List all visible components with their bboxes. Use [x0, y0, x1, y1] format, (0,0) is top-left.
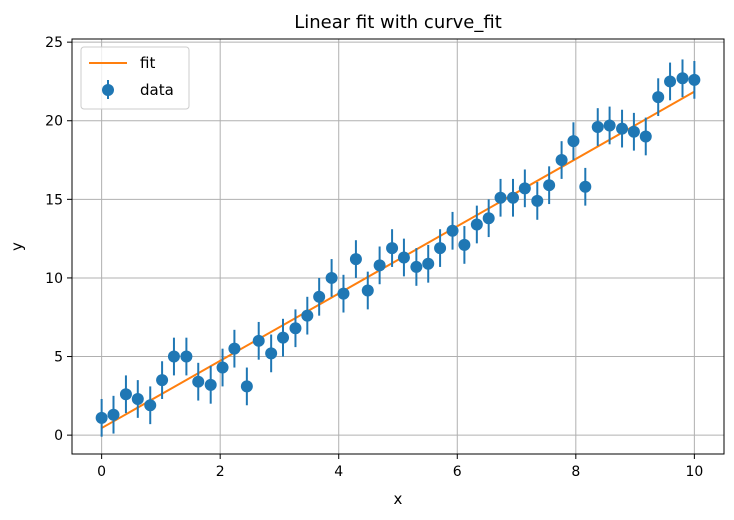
data-point — [167, 350, 180, 363]
y-tick-label: 10 — [45, 271, 63, 287]
data-point — [277, 331, 290, 344]
data-point — [252, 334, 265, 347]
data-point — [192, 375, 205, 388]
data-point — [289, 322, 302, 335]
legend: fit data — [80, 46, 190, 110]
data-point — [144, 399, 157, 412]
data-point — [180, 350, 193, 363]
x-tick-label: 8 — [571, 464, 580, 480]
data-point — [410, 260, 423, 273]
legend-data-label: data — [140, 81, 174, 99]
fit-series — [101, 90, 695, 429]
legend-fit-label: fit — [140, 54, 155, 72]
data-point — [107, 408, 120, 421]
data-point — [325, 271, 338, 284]
axis-ticks: 0 2 4 6 8 10 0 5 10 15 20 25 — [45, 35, 703, 480]
data-point — [567, 135, 580, 148]
data-point — [446, 224, 459, 237]
data-point — [216, 361, 229, 374]
data-point — [591, 121, 604, 134]
data-series — [95, 59, 701, 437]
data-point — [434, 242, 447, 255]
data-point — [627, 125, 640, 138]
y-tick-label: 15 — [45, 192, 63, 208]
data-point — [555, 154, 568, 167]
data-point — [301, 309, 314, 322]
data-point — [119, 388, 132, 401]
data-point — [664, 75, 677, 88]
data-point — [265, 347, 278, 360]
data-point — [652, 91, 665, 104]
data-point — [373, 259, 386, 272]
data-point — [639, 130, 652, 143]
data-point — [579, 180, 592, 193]
data-point — [131, 392, 144, 405]
data-point — [349, 253, 362, 266]
y-axis-label: y — [8, 242, 26, 251]
data-point — [361, 284, 374, 297]
x-tick-label: 10 — [685, 464, 703, 480]
data-point — [616, 122, 629, 135]
data-point — [506, 191, 519, 204]
data-point — [397, 251, 410, 264]
legend-box — [80, 46, 190, 110]
data-point — [688, 73, 701, 86]
y-tick-label: 25 — [45, 35, 63, 51]
data-point — [240, 380, 253, 393]
y-tick-label: 20 — [45, 114, 63, 130]
plot-area-frame — [71, 38, 725, 455]
legend-data-marker — [102, 84, 114, 96]
fit-line — [101, 90, 695, 429]
data-point — [518, 182, 531, 195]
data-point — [458, 238, 471, 251]
data-point — [494, 191, 507, 204]
data-point — [156, 374, 169, 387]
data-point — [228, 342, 241, 355]
data-point — [531, 194, 544, 207]
data-point — [676, 72, 689, 85]
data-point — [386, 242, 399, 255]
chart-title: Linear fit with curve_fit — [294, 12, 502, 33]
x-tick-label: 0 — [97, 464, 106, 480]
x-tick-label: 4 — [334, 464, 343, 480]
data-point — [543, 179, 556, 192]
data-point — [482, 212, 495, 225]
data-point — [470, 218, 483, 231]
data-point — [422, 257, 435, 270]
data-point — [95, 411, 108, 424]
data-point — [337, 287, 350, 300]
data-point — [204, 378, 217, 391]
y-tick-label: 5 — [54, 350, 63, 366]
y-tick-label: 0 — [54, 428, 63, 444]
data-point — [603, 119, 616, 132]
x-axis-label: x — [394, 490, 403, 508]
x-tick-label: 6 — [453, 464, 462, 480]
data-point — [313, 290, 326, 303]
x-tick-label: 2 — [216, 464, 225, 480]
